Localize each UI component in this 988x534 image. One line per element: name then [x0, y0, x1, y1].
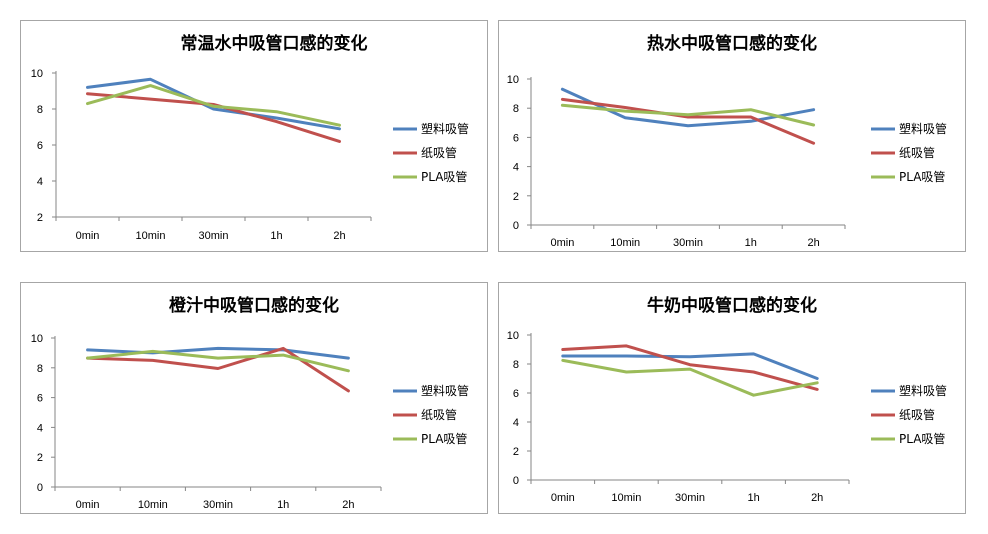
x-tick-label: 30min	[675, 492, 705, 504]
chart-panel-milk: 牛奶中吸管口感的变化 0 2 4 6 8 10 0min 10min 30min 1h 2h 塑料吸管纸…	[498, 282, 966, 514]
x-tick-label: 0min	[551, 492, 575, 504]
legend-label: 纸吸管	[899, 145, 935, 160]
x-tick-label: 2h	[811, 492, 823, 504]
legend-label: 塑料吸管	[421, 121, 469, 136]
y-tick-label: 8	[513, 359, 519, 371]
legend-label: 塑料吸管	[899, 383, 947, 398]
legend-label: 纸吸管	[899, 407, 935, 422]
y-tick-label: 2	[513, 446, 519, 458]
y-tick-label: 2	[37, 452, 43, 464]
y-tick-label: 0	[513, 220, 519, 232]
series-line-0	[86, 346, 350, 360]
y-tick-label: 0	[37, 482, 43, 494]
legend-label: 塑料吸管	[899, 121, 947, 136]
y-tick-label: 8	[37, 104, 43, 116]
chart-title: 热水中吸管口感的变化	[647, 33, 817, 54]
x-tick-label: 10min	[138, 499, 168, 511]
y-tick-label: 10	[31, 68, 43, 80]
y-tick-label: 10	[507, 74, 519, 86]
y-tick-label: 2	[513, 191, 519, 203]
legend-label: PLA吸管	[899, 169, 945, 184]
chart-title: 牛奶中吸管口感的变化	[647, 295, 817, 316]
series-line-2	[86, 349, 350, 373]
x-tick-label: 30min	[199, 230, 229, 242]
y-tick-label: 10	[507, 330, 519, 342]
y-tick-label: 8	[37, 363, 43, 375]
x-tick-label: 10min	[611, 492, 641, 504]
x-tick-label: 0min	[550, 237, 574, 249]
y-tick-label: 6	[37, 393, 43, 405]
x-tick-label: 2h	[807, 237, 819, 249]
x-tick-label: 2h	[333, 230, 345, 242]
chart-title: 常温水中吸管口感的变化	[181, 33, 368, 54]
chart-svg: 牛奶中吸管口感的变化 0 2 4 6 8 10 0min 10min 30min 1h 2h 塑料吸管纸…	[507, 295, 947, 504]
x-tick-label: 10min	[136, 230, 166, 242]
chart-panel-hot-water: 热水中吸管口感的变化 0 2 4 6 8 10 0min 10min 30min 1h 2h 塑料吸管纸…	[498, 20, 966, 252]
x-tick-label: 30min	[673, 237, 703, 249]
x-tick-label: 1h	[745, 237, 757, 249]
chart-svg: 橙汁中吸管口感的变化 0 2 4 6 8 10 0min 10min 30min 1h 2h 塑料吸管纸…	[31, 295, 469, 511]
series-line-0	[86, 77, 341, 131]
chart-svg: 常温水中吸管口感的变化 2 4 6 8 10 0min 10min 30min 1h 2h 塑料吸管纸…	[31, 33, 469, 242]
series-line-2	[560, 103, 816, 127]
series-line-2	[561, 358, 819, 397]
x-tick-label: 0min	[76, 499, 100, 511]
x-tick-label: 10min	[610, 237, 640, 249]
series-line-1	[86, 92, 341, 143]
legend-label: 纸吸管	[421, 145, 457, 160]
x-tick-label: 1h	[277, 499, 289, 511]
legend-label: PLA吸管	[421, 169, 467, 184]
chart-panel-orange-juice: 橙汁中吸管口感的变化 0 2 4 6 8 10 0min 10min 30min 1h 2h 塑料吸管纸…	[20, 282, 488, 514]
legend-label: 纸吸管	[421, 407, 457, 422]
y-tick-label: 4	[37, 176, 43, 188]
legend-label: 塑料吸管	[421, 383, 469, 398]
series-line-1	[86, 346, 350, 393]
y-tick-label: 2	[37, 212, 43, 224]
y-tick-label: 0	[513, 475, 519, 487]
series-line-2	[86, 84, 341, 127]
x-tick-label: 1h	[747, 492, 759, 504]
y-tick-label: 6	[513, 388, 519, 400]
legend-label: PLA吸管	[899, 431, 945, 446]
chart-panel-room-temp-water: 常温水中吸管口感的变化 2 4 6 8 10 0min 10min 30min 1h 2h 塑料吸管纸…	[20, 20, 488, 252]
y-tick-label: 6	[513, 132, 519, 144]
y-tick-label: 8	[513, 103, 519, 115]
y-tick-label: 6	[37, 140, 43, 152]
y-tick-label: 4	[37, 422, 43, 434]
y-tick-label: 10	[31, 333, 43, 345]
series-line-1	[561, 344, 819, 391]
chart-svg: 热水中吸管口感的变化 0 2 4 6 8 10 0min 10min 30min 1h 2h 塑料吸管纸…	[507, 33, 947, 249]
legend-label: PLA吸管	[421, 431, 467, 446]
y-tick-label: 4	[513, 417, 519, 429]
y-tick-label: 4	[513, 162, 519, 174]
chart-title: 橙汁中吸管口感的变化	[169, 295, 339, 316]
x-tick-label: 0min	[76, 230, 100, 242]
series-line-1	[560, 97, 816, 145]
x-tick-label: 30min	[203, 499, 233, 511]
x-tick-label: 2h	[342, 499, 354, 511]
series-line-0	[561, 352, 819, 380]
x-tick-label: 1h	[270, 230, 282, 242]
